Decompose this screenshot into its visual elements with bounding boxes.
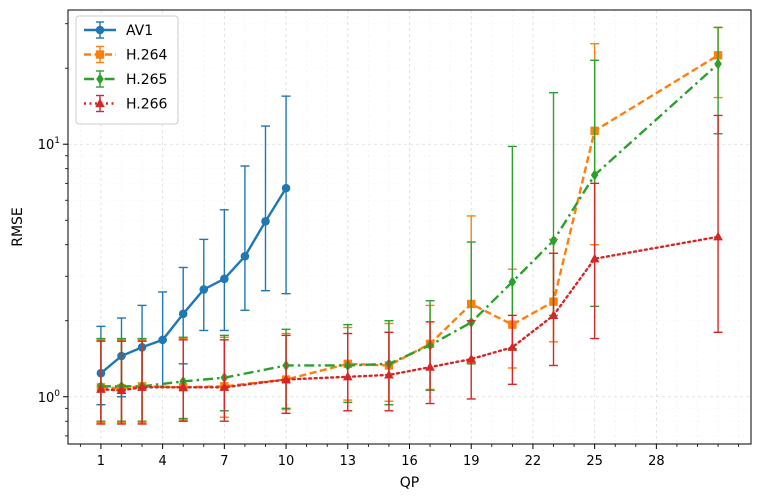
legend-label: H.265 [126,72,167,88]
data-point [178,309,188,319]
data-point [116,385,127,394]
x-tick-label: 19 [463,454,480,469]
data-point [549,235,558,247]
series-h266 [96,114,723,425]
legend-entry: AV1 [84,21,153,39]
data-point [508,276,517,288]
data-point [507,342,518,351]
data-point [713,231,723,241]
legend-marker [96,73,104,85]
legend-label: H.264 [126,48,168,64]
legend-entry: H.264 [84,45,168,64]
data-point [466,353,477,363]
y-tick-label: 101 [38,136,60,153]
legend-marker [95,50,105,59]
data-point [240,251,250,261]
x-tick-label: 22 [525,454,542,469]
x-axis-label: QP [400,475,419,491]
data-point [178,382,189,391]
y-tick-label: 100 [38,389,61,406]
series-layer [96,26,723,425]
series-line [99,235,720,392]
data-point [589,253,600,263]
data-point [281,374,291,384]
legend-entry: H.265 [84,70,167,88]
data-point [219,382,230,391]
x-tick-label: 1 [97,454,105,469]
legend-label: H.266 [126,97,168,113]
legend-box [75,15,179,125]
tick-layer: 1 4 7 10 13 16 19 22 25 28 100 101 [38,23,740,469]
data-point [590,169,599,181]
legend-entry: H.266 [84,94,168,113]
x-tick-label: 28 [648,454,665,469]
data-point [220,274,229,284]
data-point [384,369,394,379]
series-line [100,187,288,375]
data-point [199,285,209,294]
x-tick-label: 7 [220,454,228,469]
legend-marker [95,25,105,35]
data-point [261,217,270,226]
x-tick-label: 25 [586,454,603,469]
series-line [100,63,719,388]
legend: AV1 H.264 H.265 H.266 [75,15,179,125]
data-point [158,335,167,345]
legend-marker [95,98,105,108]
x-tick-label: 13 [340,454,357,469]
data-point [548,310,559,319]
data-point [425,361,435,371]
data-point [137,382,147,391]
data-point [714,58,722,70]
data-point [342,371,353,381]
data-point [281,183,291,193]
x-tick-label: 4 [158,454,166,469]
x-tick-label: 10 [278,454,295,469]
legend-label: AV1 [126,23,153,39]
data-point [96,384,106,393]
x-tick-label: 16 [401,454,418,469]
y-axis-label: RMSE [10,207,26,247]
